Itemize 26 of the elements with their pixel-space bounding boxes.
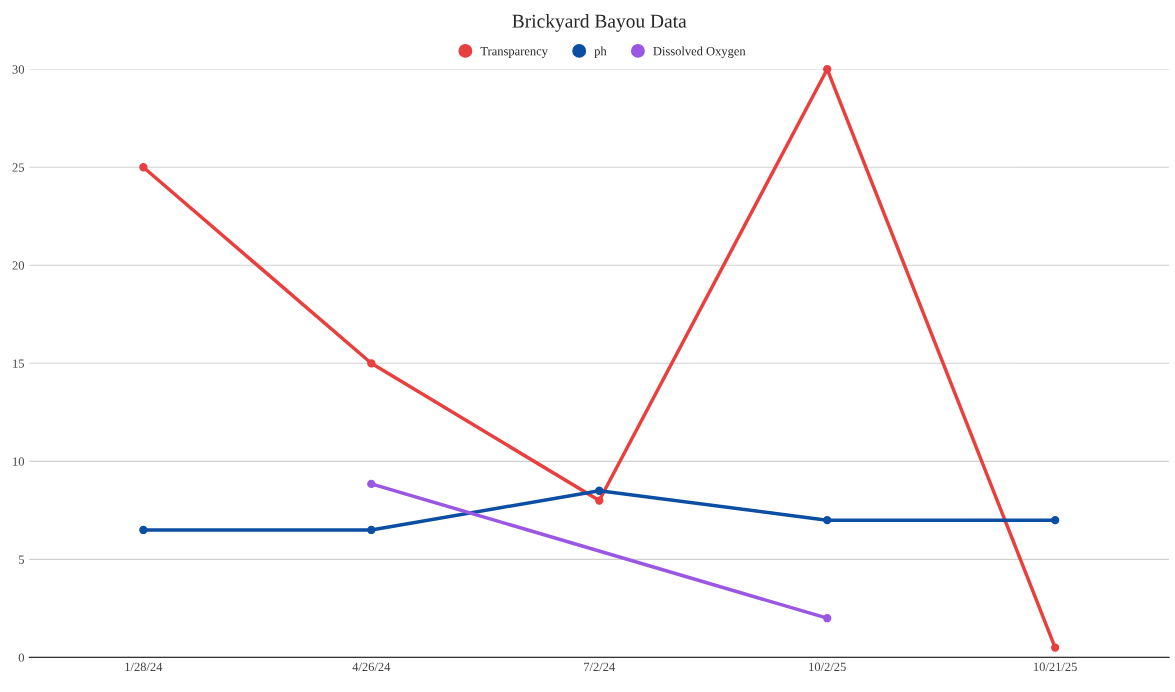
y-tick-label: 15 xyxy=(13,359,25,368)
y-tick-label: 20 xyxy=(12,261,25,270)
point xyxy=(367,359,376,368)
legend-label: ph xyxy=(594,46,607,58)
point xyxy=(1050,515,1060,525)
y-tick-label: 10 xyxy=(13,457,25,466)
y-tick-label: 25 xyxy=(12,163,25,172)
x-tick-label: 10/21/25 xyxy=(1034,662,1077,672)
point xyxy=(823,515,832,525)
y-tick-label: 30 xyxy=(12,65,25,74)
x-tick-label: 10/2/25 xyxy=(809,662,846,672)
point xyxy=(595,486,604,495)
legend-label: Dissolved Oxygen xyxy=(653,46,746,58)
point xyxy=(139,525,148,535)
point xyxy=(139,163,148,172)
point xyxy=(1050,643,1060,652)
legend-label: Transparency xyxy=(480,47,548,58)
point xyxy=(367,525,376,535)
x-tick-label: 7/2/24 xyxy=(584,662,616,672)
x-tick-label: 4/26/24 xyxy=(352,662,391,672)
x-tick-label: 1/28/24 xyxy=(125,662,163,672)
point xyxy=(823,65,832,74)
y-tick-label: 5 xyxy=(18,555,25,564)
point xyxy=(595,496,604,505)
y-tick-label: 0 xyxy=(18,653,25,662)
chart-title: Brickyard Bayou Data xyxy=(512,14,687,32)
